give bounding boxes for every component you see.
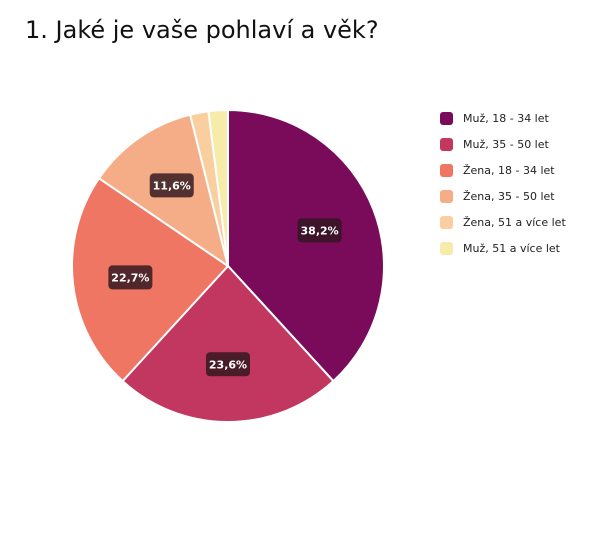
legend-label: Muž, 51 a více let (463, 241, 560, 255)
legend-swatch (440, 163, 453, 177)
legend-label: Žena, 35 - 50 let (463, 189, 555, 203)
chart-legend: Muž, 18 - 34 let Muž, 35 - 50 let Žena, 18… (440, 105, 566, 261)
legend-item-zena-18-34-let: Žena, 18 - 34 let (440, 157, 566, 183)
legend-label: Žena, 18 - 34 let (463, 163, 555, 177)
legend-swatch (440, 189, 453, 203)
data-label-text: 22,7% (111, 271, 149, 284)
data-label-background (206, 352, 250, 377)
data-label-zena-35-50-let: 11,6% (149, 173, 194, 198)
data-label-background (297, 218, 342, 243)
data-label-muz-35-50-let: 23,6% (206, 352, 250, 377)
data-label-background (108, 265, 153, 290)
legend-swatch (440, 137, 453, 151)
legend-swatch (440, 215, 453, 229)
legend-item-muz-51-a-vice-let: Muž, 51 a více let (440, 235, 566, 261)
legend-swatch (440, 241, 453, 255)
data-label-background (149, 173, 194, 198)
legend-label: Muž, 35 - 50 let (463, 137, 549, 151)
legend-item-muz-18-34-let: Muž, 18 - 34 let (440, 105, 566, 131)
pie-slice-muz-51-a-vice-let (207, 109, 229, 267)
data-label-text: 38,2% (301, 224, 339, 237)
legend-item-zena-35-50-let: Žena, 35 - 50 let (440, 183, 566, 209)
chart-title: 1. Jaké je vaše pohlaví a věk? (25, 16, 379, 44)
pie-slice-muz-35-50-let (121, 265, 335, 423)
data-label-muz-18-34-let: 38,2% (297, 218, 342, 243)
legend-item-zena-51-a-vice-let: Žena, 51 a více let (440, 209, 566, 235)
legend-item-muz-35-50-let: Muž, 35 - 50 let (440, 131, 566, 157)
data-label-text: 23,6% (209, 358, 247, 371)
legend-label: Žena, 51 a více let (463, 215, 566, 229)
pie-slice-muz-18-34-let (227, 109, 385, 383)
legend-label: Muž, 18 - 34 let (463, 111, 549, 125)
data-label-text: 11,6% (153, 179, 191, 192)
data-label-zena-18-34-let: 22,7% (108, 265, 153, 290)
legend-swatch (440, 111, 453, 125)
